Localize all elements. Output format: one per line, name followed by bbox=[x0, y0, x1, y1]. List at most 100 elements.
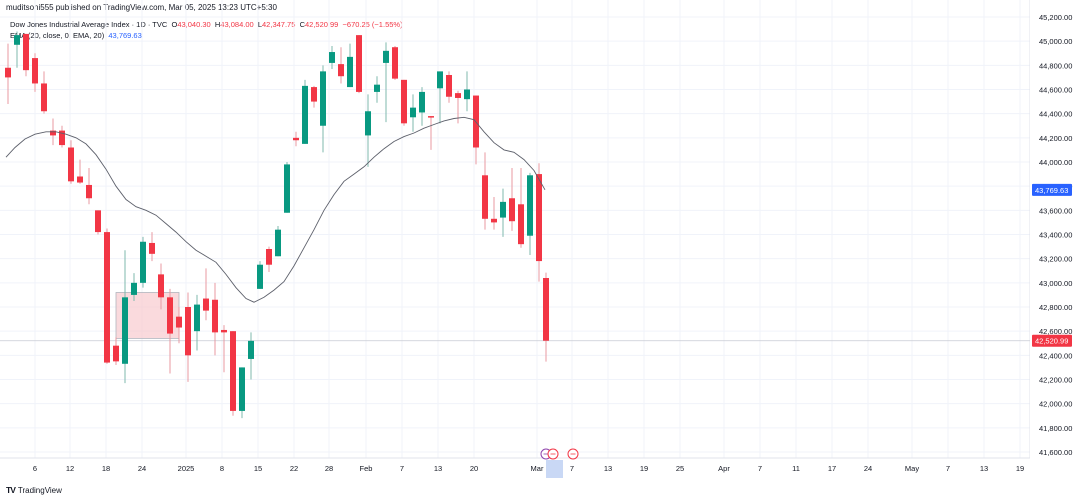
candle bbox=[23, 33, 29, 77]
price-tick-label: 43,000.00 bbox=[1039, 279, 1072, 288]
time-axis[interactable]: 6 12 18 24 2025 8 15 22 28 Feb 7 13 20 Mar 7 13 19 25 Apr 7… bbox=[33, 464, 1024, 473]
time-tick-label: 2025 bbox=[178, 464, 195, 473]
candle bbox=[437, 71, 443, 124]
svg-text:42,520.99: 42,520.99 bbox=[1035, 337, 1068, 346]
candle bbox=[543, 272, 549, 362]
candle bbox=[203, 268, 209, 321]
price-tick-label: 44,400.00 bbox=[1039, 110, 1072, 119]
event-markers[interactable] bbox=[540, 448, 579, 460]
candle bbox=[167, 288, 173, 374]
price-tick-label: 41,800.00 bbox=[1039, 424, 1072, 433]
ema-price-badge: 43,769.63 bbox=[1032, 183, 1072, 196]
candle bbox=[104, 228, 110, 364]
time-tick-label: 20 bbox=[470, 464, 478, 473]
candle bbox=[401, 79, 407, 126]
candle bbox=[491, 197, 497, 230]
candle bbox=[221, 325, 227, 373]
candle bbox=[365, 94, 371, 167]
ema-value: 43,769.63 bbox=[108, 31, 142, 40]
price-tick-label: 43,200.00 bbox=[1039, 255, 1072, 264]
price-axis[interactable]: 45,200.00 45,000.00 44,800.00 44,600.00 44,4… bbox=[1030, 0, 1080, 470]
price-tick-label: 42,200.00 bbox=[1039, 375, 1072, 384]
candle bbox=[500, 188, 506, 237]
ema-legend-row: EMA (20, close, 0, EMA, 20) 43,769.63 bbox=[10, 30, 403, 41]
candle bbox=[536, 163, 542, 282]
candle bbox=[194, 294, 200, 351]
candle bbox=[464, 71, 470, 112]
candle bbox=[185, 292, 191, 382]
close-value: 42,520.99 bbox=[304, 20, 339, 29]
candle bbox=[356, 35, 362, 94]
time-tick-label: 7 bbox=[758, 464, 762, 473]
event-marker-icon[interactable] bbox=[567, 448, 579, 460]
time-tick-label: 19 bbox=[640, 464, 648, 473]
svg-text:43,769.63: 43,769.63 bbox=[1035, 186, 1068, 195]
ema-label: EMA (20, close, 0, EMA, 20) bbox=[10, 31, 105, 40]
candle bbox=[113, 337, 119, 365]
open-label: O bbox=[171, 20, 178, 29]
candle bbox=[176, 306, 182, 344]
candle bbox=[392, 45, 398, 80]
price-tick-label: 45,200.00 bbox=[1039, 13, 1072, 22]
candle bbox=[410, 94, 416, 132]
time-tick-label: 24 bbox=[864, 464, 872, 473]
candle bbox=[95, 210, 101, 235]
candle bbox=[509, 168, 515, 231]
time-tick-label: 19 bbox=[1016, 464, 1024, 473]
candle bbox=[293, 131, 299, 147]
candle bbox=[149, 232, 155, 262]
symbol-name: Dow Jones Industrial Average Index · 1D … bbox=[10, 20, 168, 29]
time-tick-label: 13 bbox=[980, 464, 988, 473]
candle bbox=[338, 47, 344, 84]
price-tick-label: 44,000.00 bbox=[1039, 158, 1072, 167]
time-tick-label: 6 bbox=[33, 464, 37, 473]
time-tick-label: 25 bbox=[676, 464, 684, 473]
candle bbox=[59, 125, 65, 148]
candle bbox=[284, 161, 290, 213]
time-tick-label: 12 bbox=[66, 464, 74, 473]
time-tick-label: May bbox=[905, 464, 919, 473]
price-tick-label: 42,000.00 bbox=[1039, 400, 1072, 409]
tradingview-logo-icon: TV bbox=[6, 485, 16, 495]
high-label: H bbox=[214, 20, 221, 29]
candle bbox=[419, 87, 425, 126]
price-tick-label: 42,400.00 bbox=[1039, 351, 1072, 360]
candle bbox=[266, 246, 272, 272]
time-tick-label: 7 bbox=[400, 464, 404, 473]
candle bbox=[239, 367, 245, 419]
time-tick-label: Feb bbox=[360, 464, 373, 473]
candle bbox=[257, 261, 263, 289]
candle bbox=[320, 65, 326, 153]
price-tick-label: 43,400.00 bbox=[1039, 230, 1072, 239]
time-tick-label: 28 bbox=[325, 464, 333, 473]
candle bbox=[41, 71, 47, 114]
price-tick-label: 44,800.00 bbox=[1039, 61, 1072, 70]
time-tick-label: 24 bbox=[138, 464, 146, 473]
high-value: 43,084.00 bbox=[220, 20, 254, 29]
candle bbox=[122, 250, 128, 384]
date-range-highlight bbox=[546, 460, 563, 478]
candle bbox=[86, 168, 92, 205]
time-tick-label: 13 bbox=[604, 464, 612, 473]
tradingview-logo[interactable]: TV TradingView bbox=[6, 485, 62, 495]
candle bbox=[32, 53, 38, 92]
time-tick-label: Mar bbox=[531, 464, 544, 473]
candle bbox=[518, 168, 524, 248]
time-tick-label: 15 bbox=[254, 464, 262, 473]
grid-lines bbox=[0, 0, 1080, 459]
price-tick-label: 43,600.00 bbox=[1039, 206, 1072, 215]
publisher-line: muditsoni555 published on TradingView.co… bbox=[6, 3, 277, 12]
candle bbox=[383, 42, 389, 123]
candle bbox=[212, 282, 218, 356]
ema-line bbox=[5, 116, 546, 303]
close-label: C bbox=[299, 20, 305, 29]
price-tick-label: 45,000.00 bbox=[1039, 37, 1072, 46]
time-tick-label: 8 bbox=[220, 464, 224, 473]
last-price-badge: 42,520.99 bbox=[1032, 334, 1072, 347]
candle bbox=[68, 140, 74, 184]
candle bbox=[158, 263, 164, 310]
price-tick-label: 44,200.00 bbox=[1039, 134, 1072, 143]
time-tick-label: 22 bbox=[290, 464, 298, 473]
event-marker-icon[interactable] bbox=[547, 448, 559, 460]
